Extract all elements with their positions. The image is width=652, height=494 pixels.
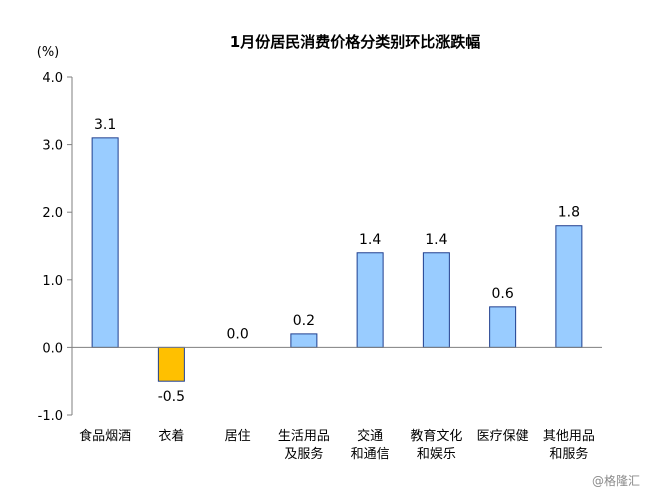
category-label: 教育文化: [410, 428, 462, 444]
bar: [356, 252, 384, 348]
category-label: 和服务: [549, 446, 588, 462]
axes: [71, 77, 602, 415]
bar: [489, 306, 517, 348]
category-label: 其他用品: [543, 429, 595, 444]
data-label: 0.2: [293, 313, 315, 329]
category-label: 医疗保健: [477, 429, 529, 444]
category-label: 衣着: [158, 428, 184, 444]
bar: [555, 225, 583, 348]
y-tick-label: 3.0: [42, 139, 63, 154]
data-label: 0.6: [491, 286, 513, 302]
chart-title: 1月份居民消费价格分类别环比涨跌幅: [230, 33, 480, 51]
data-label: 1.8: [558, 205, 580, 221]
category-label: 和通信: [351, 447, 390, 462]
category-label: 和娱乐: [417, 447, 456, 462]
data-label: -0.5: [158, 389, 185, 405]
data-label: 1.4: [359, 232, 381, 248]
category-label: 食品烟酒: [79, 428, 131, 444]
data-label: 1.4: [425, 232, 447, 248]
y-tick-label: -1.0: [38, 409, 63, 424]
y-axis-ticks: 4.0 3.0 2.0 1.0 0.0 -1.0: [38, 71, 72, 424]
data-label: 3.1: [94, 117, 116, 133]
y-tick-label: 1.0: [42, 274, 63, 289]
y-tick-label: 0.0: [42, 341, 63, 356]
category-label: 及服务: [284, 446, 323, 462]
data-label: 0.0: [226, 326, 248, 342]
y-axis-unit: (%): [37, 45, 60, 60]
bar: [91, 137, 119, 348]
watermark: @格隆汇: [592, 473, 640, 488]
data-labels: 3.1 -0.5 0.0 0.2 1.4 1.4 0.6 1.8: [94, 117, 580, 405]
y-tick-label: 4.0: [42, 71, 63, 86]
bar: [290, 333, 318, 348]
category-label: 居住: [225, 429, 251, 444]
bar: [422, 252, 450, 348]
category-label: 交通: [357, 428, 383, 444]
bar: [157, 346, 185, 382]
y-tick-label: 2.0: [42, 206, 63, 221]
category-label: 生活用品: [278, 429, 330, 444]
bars: [91, 137, 583, 382]
